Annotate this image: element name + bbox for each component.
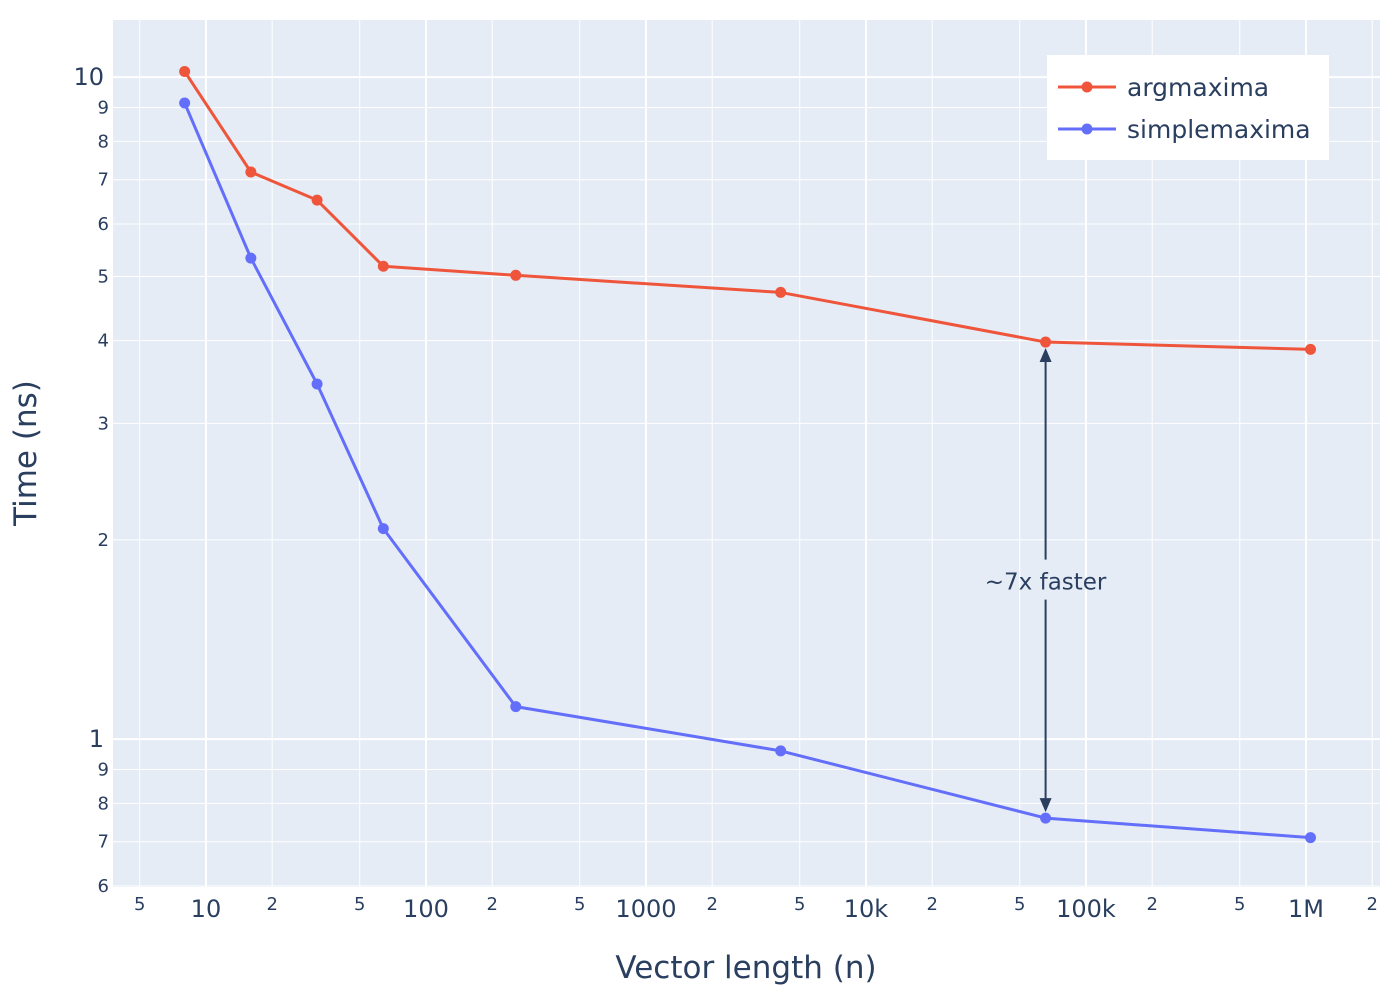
x-tick-label: 100 bbox=[403, 895, 449, 923]
x-tick-label: 10k bbox=[844, 895, 889, 923]
data-point-simplemaxima bbox=[1040, 812, 1052, 824]
y-tick-label: 9 bbox=[98, 759, 109, 780]
data-point-argmaxima bbox=[1305, 343, 1317, 355]
y-tick-label: 3 bbox=[98, 413, 109, 434]
y-tick-label: 5 bbox=[98, 266, 109, 287]
x-tick-label: 2 bbox=[1366, 894, 1377, 915]
data-point-argmaxima bbox=[377, 260, 389, 272]
gridlines bbox=[113, 20, 1380, 887]
data-point-argmaxima bbox=[179, 65, 191, 77]
y-tick-label: 9 bbox=[98, 97, 109, 118]
data-point-argmaxima bbox=[311, 194, 323, 206]
legend-label: simplemaxima bbox=[1127, 115, 1311, 144]
y-tick-labels: 6 7 8 9 1 2 3 4 5 6 7 8 9 10 bbox=[73, 63, 109, 897]
annotation-text: ~7x faster bbox=[985, 570, 1107, 596]
series-line-argmaxima bbox=[183, 70, 1311, 351]
y-tick-label: 2 bbox=[98, 530, 109, 551]
data-point-simplemaxima bbox=[245, 252, 257, 264]
x-tick-label: 2 bbox=[486, 894, 497, 915]
series-line-simplemaxima bbox=[183, 102, 1311, 840]
data-point-argmaxima bbox=[245, 166, 257, 178]
y-tick-label: 6 bbox=[98, 876, 109, 897]
x-tick-label: 100k bbox=[1056, 895, 1116, 923]
x-tick-label: 1000 bbox=[615, 895, 676, 923]
x-tick-label: 5 bbox=[1014, 894, 1025, 915]
y-tick-label: 8 bbox=[98, 131, 109, 152]
y-tick-label: 7 bbox=[98, 170, 109, 191]
x-axis-title: Vector length (n) bbox=[615, 950, 876, 986]
legend-label: argmaxima bbox=[1127, 73, 1269, 102]
data-point-argmaxima bbox=[510, 269, 522, 281]
x-tick-labels: 5 10 2 5 100 2 5 1000 2 5 10k 2 5 100k 2 5 1M 2 bbox=[134, 894, 1378, 923]
y-tick-label: 4 bbox=[98, 331, 109, 352]
x-tick-label: 5 bbox=[1234, 894, 1245, 915]
arrow-head-down-icon bbox=[1039, 798, 1052, 813]
legend-marker bbox=[1081, 81, 1093, 93]
x-tick-label: 2 bbox=[266, 894, 277, 915]
series-layer bbox=[179, 65, 1317, 844]
x-tick-label: 5 bbox=[354, 894, 365, 915]
x-tick-label: 5 bbox=[574, 894, 585, 915]
y-tick-label: 1 bbox=[89, 725, 104, 753]
legend: argmaxima simplemaxima bbox=[1047, 55, 1329, 160]
data-point-simplemaxima bbox=[311, 378, 323, 390]
data-point-simplemaxima bbox=[179, 97, 191, 109]
x-tick-label: 2 bbox=[926, 894, 937, 915]
y-tick-label: 8 bbox=[98, 793, 109, 814]
x-tick-label: 10 bbox=[191, 895, 222, 923]
data-point-simplemaxima bbox=[775, 745, 787, 757]
y-tick-label: 7 bbox=[98, 832, 109, 853]
y-tick-label: 6 bbox=[98, 214, 109, 235]
data-point-simplemaxima bbox=[510, 701, 522, 713]
data-point-simplemaxima bbox=[377, 523, 389, 535]
annotation: ~7x faster bbox=[985, 348, 1107, 813]
arrow-head-up-icon bbox=[1039, 348, 1052, 363]
x-tick-label: 1M bbox=[1288, 895, 1324, 923]
x-tick-label: 5 bbox=[134, 894, 145, 915]
x-tick-label: 2 bbox=[706, 894, 717, 915]
plot-background bbox=[113, 20, 1380, 887]
y-axis-title: Time (ns) bbox=[8, 380, 44, 527]
data-point-argmaxima bbox=[775, 286, 787, 298]
data-point-simplemaxima bbox=[1305, 832, 1317, 844]
x-tick-label: 2 bbox=[1146, 894, 1157, 915]
legend-marker bbox=[1081, 123, 1093, 135]
data-point-argmaxima bbox=[1040, 336, 1052, 348]
x-tick-label: 5 bbox=[794, 894, 805, 915]
y-tick-label: 10 bbox=[73, 63, 104, 91]
